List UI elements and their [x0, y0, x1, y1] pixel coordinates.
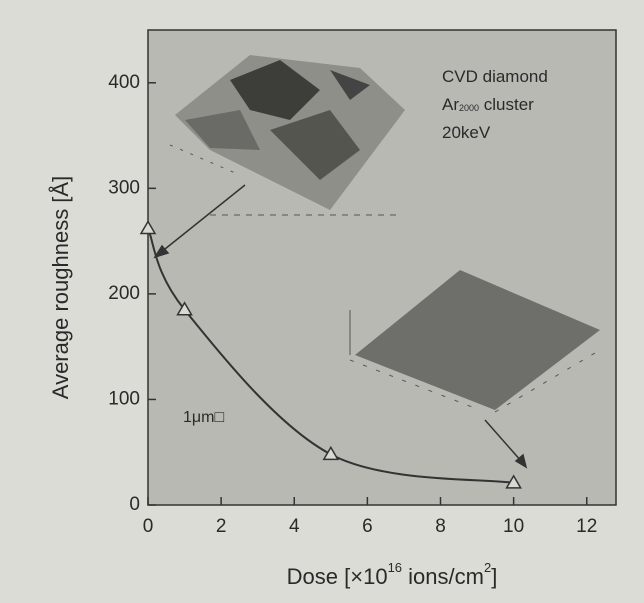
x-tick-label: 4: [289, 516, 300, 537]
y-tick-label: 400: [108, 72, 140, 93]
y-tick-label: 100: [108, 388, 140, 409]
superscript: 2: [484, 560, 491, 575]
x-tick-label: 8: [435, 516, 446, 537]
label-part: ions/cm: [402, 564, 484, 589]
annotation-line: 20keV: [442, 123, 491, 142]
label-part: Dose [×10: [287, 564, 388, 589]
y-tick-label: 200: [108, 283, 140, 304]
superscript: 16: [388, 560, 402, 575]
page: Average roughness [Å] Dose [×1016 ions/c…: [0, 0, 644, 603]
y-tick-label: 0: [129, 494, 140, 515]
annotation-line: Ar: [442, 95, 459, 114]
y-axis-label: Average roughness [Å]: [48, 176, 73, 399]
annotation-line: CVD diamond: [442, 67, 548, 86]
scale-label: 1μm□: [183, 409, 224, 426]
y-tick-label: 300: [108, 177, 140, 198]
x-tick-label: 12: [576, 516, 597, 537]
subscript: 2000: [459, 103, 479, 113]
x-tick-label: 6: [362, 516, 373, 537]
chart: Average roughness [Å] Dose [×1016 ions/c…: [0, 0, 644, 603]
annotation-line: cluster: [479, 95, 534, 114]
x-tick-label: 2: [216, 516, 227, 537]
label-part: ]: [491, 564, 497, 589]
x-tick-label: 10: [503, 516, 524, 537]
x-tick-label: 0: [143, 516, 154, 537]
